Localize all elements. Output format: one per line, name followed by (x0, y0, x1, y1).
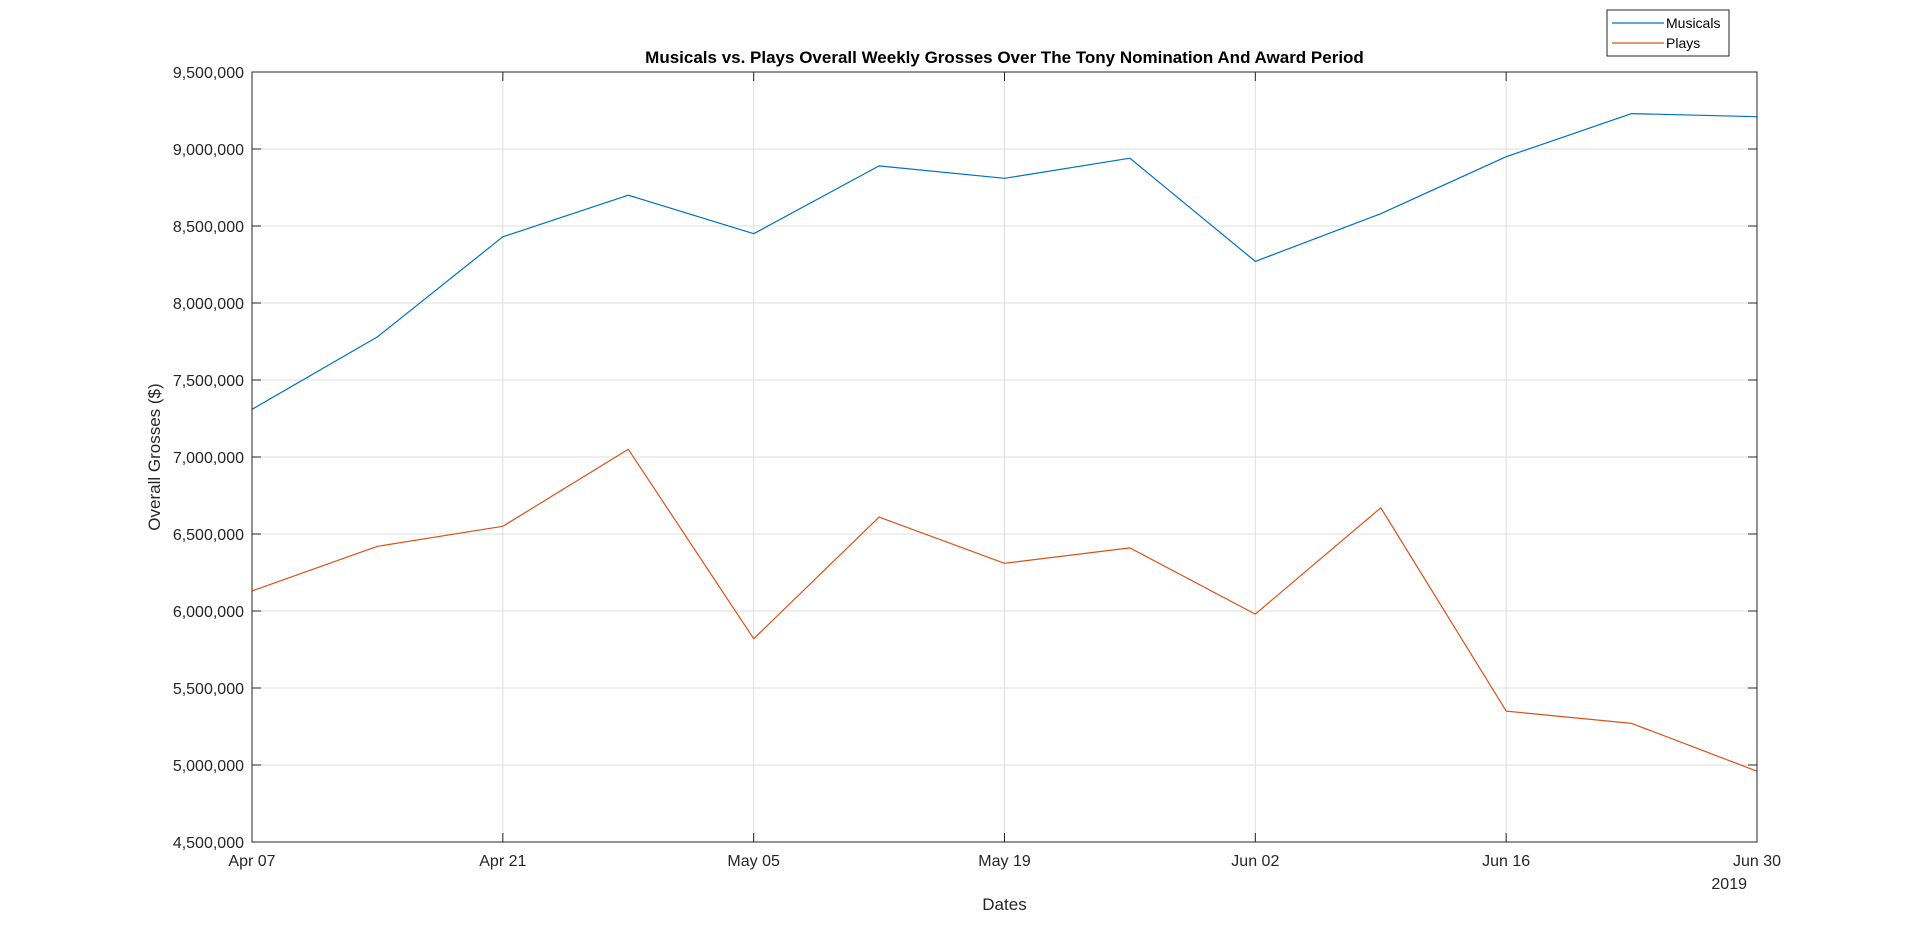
x-tick-label: Jun 16 (1482, 853, 1530, 870)
y-tick-label: 7,000,000 (173, 450, 244, 467)
y-tick-label: 6,000,000 (173, 604, 244, 621)
y-tick-label: 8,000,000 (173, 296, 244, 313)
series-line-musicals (251, 112, 1758, 410)
series-line-plays (251, 448, 1758, 772)
y-tick-label: 8,500,000 (173, 219, 244, 236)
x-tick-label: Jun 02 (1231, 853, 1279, 870)
y-tick-label: 5,500,000 (173, 681, 244, 698)
y-tick-label: 4,500,000 (173, 835, 244, 852)
y-tick-label: 9,500,000 (173, 65, 244, 82)
y-tick-label: 5,000,000 (173, 758, 244, 775)
x-tick-label: May 19 (978, 853, 1031, 870)
x-tick-label: Apr 21 (479, 853, 526, 870)
legend-box (1606, 9, 1730, 57)
x-tick-label: May 05 (727, 853, 780, 870)
x-tick-label: Apr 07 (228, 853, 275, 870)
legend[interactable]: Musicals Plays (1606, 9, 1730, 57)
y-tick-label: 6,500,000 (173, 527, 244, 544)
legend-label-musicals: Musicals (1666, 15, 1720, 31)
x-axis-year-label: 2019 (1711, 876, 1747, 893)
y-tick-label: 7,500,000 (173, 373, 244, 390)
labels-layer: Musicals vs. Plays Overall Weekly Grosse… (145, 48, 1747, 914)
y-tick-label: 9,000,000 (173, 142, 244, 159)
x-axis-label: Dates (982, 895, 1026, 914)
grid-layer (252, 72, 1757, 842)
x-tick-label: Jun 30 (1733, 853, 1781, 870)
chart-title: Musicals vs. Plays Overall Weekly Grosse… (645, 48, 1364, 67)
y-axis-label: Overall Grosses ($) (145, 383, 164, 530)
ticks-layer: 4,500,000 5,000,000 5,500,000 6,000,000 6,50… (173, 65, 1781, 870)
series-layer (251, 112, 1758, 772)
legend-label-plays: Plays (1666, 35, 1700, 51)
